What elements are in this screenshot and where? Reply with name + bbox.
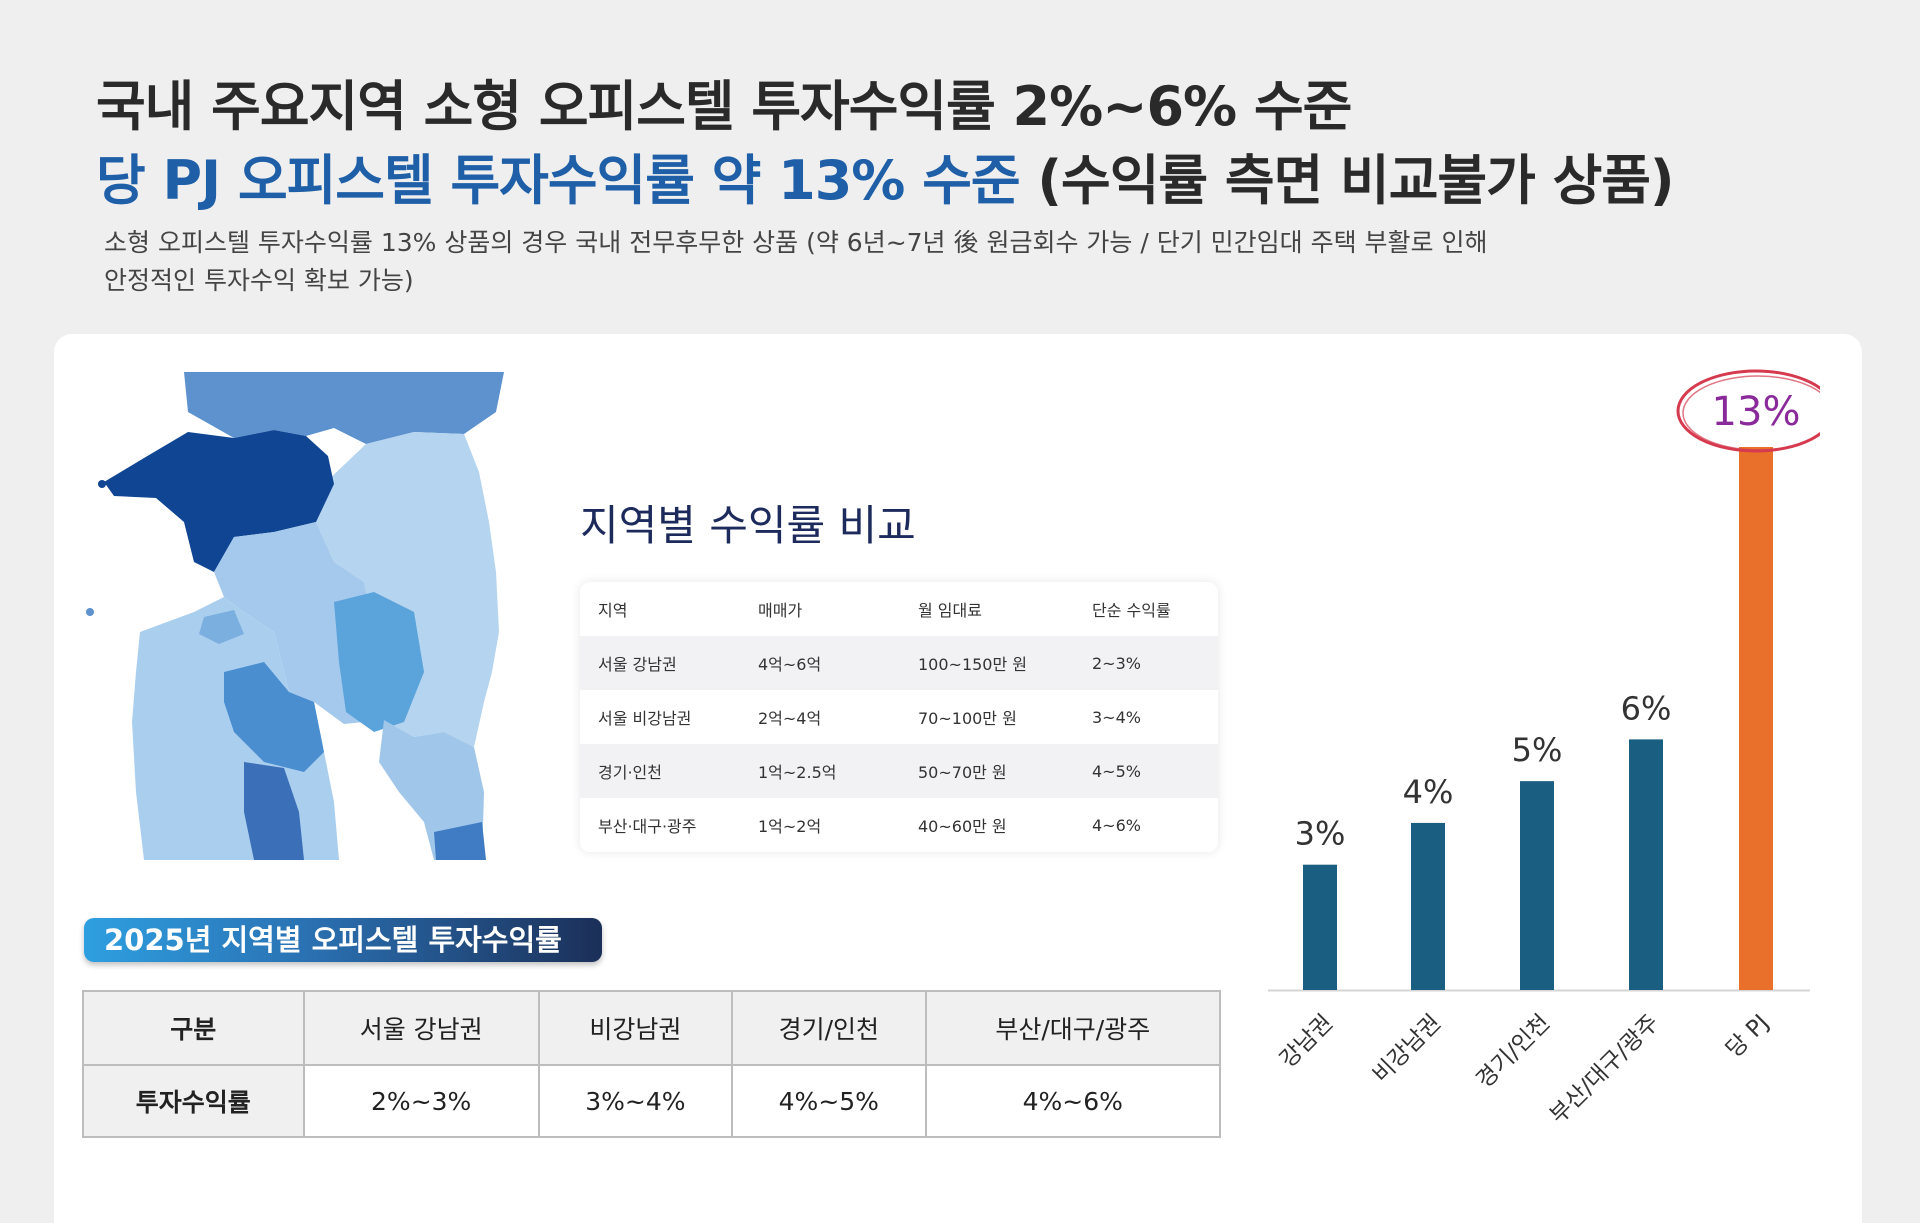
table-cell: 70~100만 원 xyxy=(918,709,1017,728)
table-row: 부산·대구·광주 1억~2억 40~60만 원 4~6% xyxy=(580,798,1218,852)
headline-line1: 국내 주요지역 소형 오피스텔 투자수익률 2%~6% 수준 xyxy=(96,75,1352,138)
yield-table: 구분 서울 강남권 비강남권 경기/인천 부산/대구/광주 투자수익률 2%~3… xyxy=(82,990,1222,1138)
table-row: 서울 비강남권 2억~4억 70~100만 원 3~4% xyxy=(580,690,1218,744)
bar xyxy=(1520,781,1554,990)
bar xyxy=(1411,822,1445,990)
region-map-image xyxy=(86,372,504,860)
comparison-header-cell: 단순 수익률 xyxy=(1092,601,1171,620)
table-cell: 2억~4억 xyxy=(758,709,822,728)
bar-highlight xyxy=(1739,447,1773,990)
yield-value-cell: 4%~5% xyxy=(731,1064,927,1138)
comparison-header-cell: 지역 xyxy=(598,601,628,620)
bar xyxy=(1629,739,1663,990)
comparison-table: 지역 매매가 월 임대료 단순 수익률 서울 강남권 4억~6억 100~150… xyxy=(580,582,1218,852)
highlight-circle xyxy=(1682,375,1820,451)
map-region-west-capital xyxy=(104,430,334,572)
table-cell: 4~6% xyxy=(1092,815,1141,835)
map-region-coast xyxy=(434,822,486,860)
table-cell: 1억~2.5억 xyxy=(740,744,900,798)
x-tick-label: 경기/인천 xyxy=(1472,1010,1556,1094)
headline-line2-dark: (수익률 측면 비교불가 상품) xyxy=(1037,149,1674,212)
map-region-east xyxy=(316,432,499,747)
yield-table-badge: 2025년 지역별 오피스텔 투자수익률 xyxy=(84,918,602,962)
headline-line2: 당 PJ 오피스텔 투자수익률 약 13% 수준 (수익률 측면 비교불가 상품… xyxy=(96,136,1675,215)
table-cell: 50~70만 원 xyxy=(900,744,1074,798)
yield-header-cell: 구분 xyxy=(82,990,305,1066)
map-island xyxy=(86,608,94,616)
table-cell: 부산·대구·광주 xyxy=(598,817,697,836)
map-island xyxy=(98,480,106,488)
yield-header-cell: 서울 강남권 xyxy=(302,990,540,1066)
map-region-pocket xyxy=(199,610,244,644)
yield-header-row: 구분 서울 강남권 비강남권 경기/인천 부산/대구/광주 xyxy=(82,990,1222,1066)
map-region-mid xyxy=(334,592,424,732)
bar-value-label: 5% xyxy=(1512,731,1563,769)
description-line1: 소형 오피스텔 투자수익률 13% 상품의 경우 국내 전무후무한 상품 (약 … xyxy=(104,228,1488,257)
yield-header-cell: 부산/대구/광주 xyxy=(924,990,1222,1066)
table-cell: 4억~6억 xyxy=(740,636,900,690)
table-cell: 100~150만 원 xyxy=(900,636,1074,690)
comparison-header-cell: 월 임대료 xyxy=(918,601,982,620)
comparison-header-cell: 매매가 xyxy=(758,601,803,620)
x-tick-label: 비강남권 xyxy=(1368,1010,1446,1088)
table-cell: 2~3% xyxy=(1074,636,1218,690)
bar-value-label: 4% xyxy=(1403,773,1454,811)
x-tick-label: 부산/대구/광주 xyxy=(1545,1010,1664,1129)
headline-line2-blue: 당 PJ 오피스텔 투자수익률 약 13% 수준 xyxy=(96,149,1021,212)
bar-value-label: 13% xyxy=(1712,389,1801,435)
table-row: 경기·인천 1억~2.5억 50~70만 원 4~5% xyxy=(580,744,1218,798)
table-cell: 40~60만 원 xyxy=(918,817,1007,836)
table-row: 서울 강남권 4억~6억 100~150만 원 2~3% xyxy=(580,636,1218,690)
yield-bar-chart: 3% 강남권 4% 비강남권 5% 경기/인천 6% 부산/대구/광주 13% 당 PJ xyxy=(1268,369,1820,1129)
description-line2: 안정적인 투자수익 확보 가능) xyxy=(104,266,414,295)
comparison-header-row: 지역 매매가 월 임대료 단순 수익률 xyxy=(580,582,1218,636)
x-tick-label: 강남권 xyxy=(1275,1010,1338,1073)
table-cell: 1억~2억 xyxy=(758,817,822,836)
yield-value-row: 투자수익률 2%~3% 3%~4% 4%~5% 4%~6% xyxy=(82,1064,1222,1138)
comparison-title: 지역별 수익률 비교 xyxy=(580,501,916,550)
highlight-circle xyxy=(1676,369,1820,453)
map-region-southeast xyxy=(379,720,484,860)
table-cell: 4~5% xyxy=(1074,744,1218,798)
yield-header-cell: 비강남권 xyxy=(537,990,734,1066)
map-region-inner xyxy=(224,662,324,772)
table-cell: 서울 비강남권 xyxy=(598,709,692,728)
table-cell: 경기·인천 xyxy=(580,744,740,798)
description: 소형 오피스텔 투자수익률 13% 상품의 경우 국내 전무후무한 상품 (약 … xyxy=(104,224,1724,300)
yield-row-label: 투자수익률 xyxy=(82,1064,305,1138)
map-region-north xyxy=(184,372,504,444)
yield-value-cell: 3%~4% xyxy=(537,1064,734,1138)
x-tick-label: 당 PJ xyxy=(1721,1010,1774,1063)
map-region-south xyxy=(244,762,304,860)
table-cell: 3~4% xyxy=(1092,707,1141,727)
yield-value-cell: 4%~6% xyxy=(924,1064,1222,1138)
yield-header-cell: 경기/인천 xyxy=(731,990,927,1066)
bar xyxy=(1303,864,1337,990)
yield-value-cell: 2%~3% xyxy=(302,1064,540,1138)
bar-value-label: 6% xyxy=(1621,689,1672,727)
table-cell: 서울 강남권 xyxy=(580,636,740,690)
bar-value-label: 3% xyxy=(1295,815,1346,853)
